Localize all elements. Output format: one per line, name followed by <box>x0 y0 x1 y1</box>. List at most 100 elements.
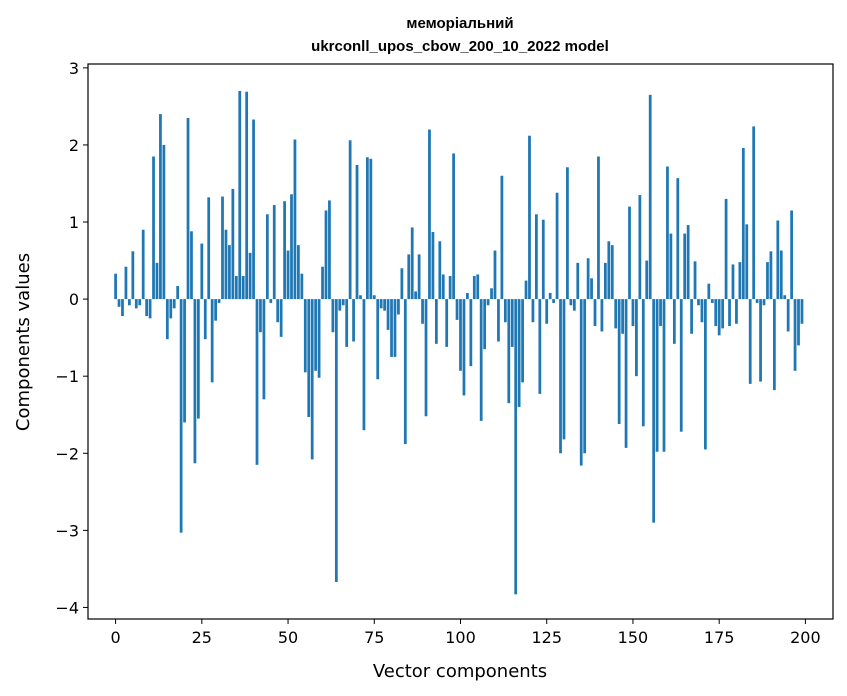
bar-122 <box>535 214 538 300</box>
x-axis-ticks: 0 25 50 75 100 125 150 175 200 <box>110 619 821 647</box>
bar-0 <box>114 273 117 300</box>
bar-199 <box>800 299 804 324</box>
bar-115 <box>510 299 514 347</box>
y-tick-label: 2 <box>69 136 79 155</box>
bar-55 <box>303 299 307 373</box>
bar-114 <box>507 299 511 404</box>
bar-176 <box>721 299 725 329</box>
bar-67 <box>345 299 349 347</box>
bar-101 <box>462 299 466 396</box>
bar-125 <box>545 299 549 324</box>
bar-134 <box>576 262 580 300</box>
bar-147 <box>621 299 624 334</box>
bar-62 <box>328 200 331 300</box>
bar-23 <box>193 299 197 464</box>
x-tick-label: 75 <box>364 628 384 647</box>
bar-33 <box>228 245 231 300</box>
bar-79 <box>386 299 390 330</box>
bar-180 <box>735 299 738 324</box>
bar-148 <box>624 299 628 448</box>
bar-12 <box>155 262 159 300</box>
bar-120 <box>528 135 531 300</box>
bar-77 <box>379 299 383 309</box>
bar-149 <box>628 206 631 300</box>
bar-54 <box>300 273 304 300</box>
bar-110 <box>493 250 497 300</box>
bar-133 <box>572 299 576 311</box>
y-axis-label: Components values <box>13 253 34 431</box>
bar-69 <box>352 299 355 342</box>
bar-197 <box>793 299 797 371</box>
bar-194 <box>783 295 787 300</box>
bar-103 <box>469 299 473 367</box>
bar-172 <box>707 283 711 300</box>
bar-48 <box>279 299 283 337</box>
bar-191 <box>772 299 776 391</box>
bar-53 <box>297 245 300 300</box>
bar-131 <box>566 167 569 300</box>
bar-43 <box>262 299 266 400</box>
bar-97 <box>448 275 452 300</box>
bar-155 <box>648 94 652 300</box>
bar-175 <box>717 299 721 336</box>
bar-166 <box>686 225 690 300</box>
bar-65 <box>338 299 342 311</box>
bar-143 <box>607 241 611 300</box>
bar-160 <box>666 166 669 300</box>
bar-144 <box>610 245 614 300</box>
bar-167 <box>690 299 693 334</box>
bar-108 <box>486 299 490 306</box>
bar-36 <box>238 90 242 300</box>
bar-52 <box>293 139 297 300</box>
bar-153 <box>641 299 645 427</box>
y-tick-label: −3 <box>55 521 79 540</box>
bar-17 <box>172 299 176 309</box>
bar-164 <box>679 299 683 432</box>
bar-63 <box>331 299 335 333</box>
bar-38 <box>245 91 249 300</box>
bar-121 <box>531 299 535 323</box>
bar-61 <box>324 210 328 300</box>
bar-21 <box>186 117 190 300</box>
plot-frame <box>87 63 834 620</box>
bar-42 <box>259 299 262 333</box>
bar-24 <box>196 299 200 419</box>
bar-165 <box>683 233 687 300</box>
bar-159 <box>662 299 666 452</box>
bar-188 <box>762 299 766 306</box>
bar-49 <box>283 201 286 300</box>
bar-183 <box>745 224 749 300</box>
bar-27 <box>207 197 211 300</box>
bar-7 <box>138 299 142 306</box>
bar-116 <box>514 299 518 595</box>
bar-78 <box>383 299 386 311</box>
bar-31 <box>221 196 224 300</box>
y-tick-label: 3 <box>69 59 79 78</box>
bar-139 <box>593 299 597 327</box>
bar-8 <box>141 229 145 300</box>
bar-99 <box>455 299 459 320</box>
chart-title-line-1: меморіальний <box>406 15 513 32</box>
bar-57 <box>310 299 314 460</box>
y-tick-label: 0 <box>69 290 79 309</box>
bar-85 <box>407 254 411 300</box>
bar-6 <box>134 299 138 309</box>
bar-145 <box>614 299 618 329</box>
bar-4 <box>128 299 131 306</box>
bar-140 <box>597 156 600 300</box>
bar-68 <box>348 140 352 300</box>
bar-168 <box>693 261 697 300</box>
bar-75 <box>372 295 376 300</box>
bar-111 <box>497 299 500 342</box>
bar-94 <box>438 241 442 300</box>
bar-102 <box>466 292 469 300</box>
bar-106 <box>479 299 483 421</box>
bar-137 <box>586 258 590 300</box>
bar-87 <box>414 291 418 300</box>
y-tick-label: 1 <box>69 213 79 232</box>
bar-129 <box>559 299 562 454</box>
bar-193 <box>779 250 783 300</box>
bar-37 <box>241 275 245 300</box>
bar-152 <box>638 195 642 300</box>
bar-39 <box>248 252 252 300</box>
